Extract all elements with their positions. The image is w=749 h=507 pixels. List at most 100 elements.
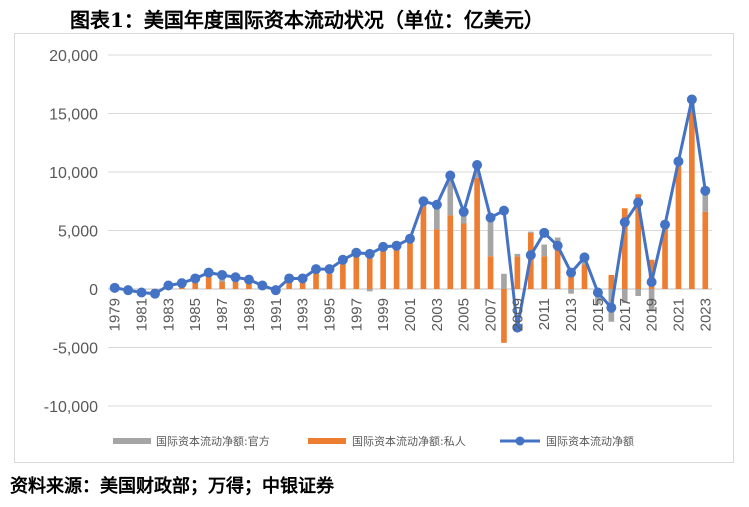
legend-label-official: 国际资本流动净额:官方 bbox=[156, 434, 270, 448]
net-flow-point bbox=[418, 196, 429, 207]
net-flow-point bbox=[660, 219, 671, 230]
y-tick-label: 0 bbox=[89, 282, 98, 299]
x-tick-label: 2001 bbox=[402, 298, 419, 331]
bar-private bbox=[541, 256, 548, 289]
bar-private bbox=[514, 256, 521, 289]
net-flow-point bbox=[579, 252, 590, 263]
net-flow-point bbox=[257, 280, 268, 291]
net-flow-point bbox=[378, 241, 389, 252]
bar-official bbox=[460, 211, 467, 224]
x-tick-label: 1981 bbox=[134, 298, 151, 331]
net-flow-point bbox=[243, 274, 254, 285]
chart-frame bbox=[14, 33, 734, 463]
net-flow-point bbox=[284, 273, 295, 284]
bar-private bbox=[635, 194, 641, 289]
x-tick-label: 2013 bbox=[563, 298, 580, 331]
x-tick-label: 2019 bbox=[644, 298, 661, 331]
x-tick-label: 1995 bbox=[321, 298, 338, 331]
net-flow-point bbox=[136, 287, 147, 298]
bar-private bbox=[487, 256, 494, 289]
net-flow-point bbox=[498, 205, 509, 216]
bar-official bbox=[621, 289, 628, 304]
net-flow-line bbox=[109, 94, 711, 333]
y-tick-label: 10,000 bbox=[49, 165, 98, 182]
bar-private bbox=[581, 264, 588, 289]
net-flow-point bbox=[646, 276, 657, 287]
bar-private bbox=[340, 262, 346, 289]
bar-official bbox=[635, 289, 641, 297]
x-tick-label: 2021 bbox=[670, 298, 687, 331]
x-tick-label: 1987 bbox=[214, 298, 231, 331]
x-tick-label: 1983 bbox=[160, 298, 177, 331]
bar-private bbox=[299, 279, 306, 289]
net-flow-point bbox=[673, 156, 684, 167]
legend-label-net: 国际资本流动净额 bbox=[546, 434, 634, 448]
net-flow-point bbox=[176, 278, 187, 289]
net-flow-point bbox=[525, 250, 536, 261]
bar-private bbox=[219, 281, 225, 289]
bar-private bbox=[407, 239, 413, 289]
net-flow-point bbox=[619, 217, 630, 228]
legend-swatch-net-marker bbox=[515, 436, 525, 446]
x-tick-label: 1999 bbox=[375, 298, 392, 331]
net-flow-point bbox=[405, 233, 415, 244]
bar-private bbox=[702, 211, 709, 289]
net-flow-point bbox=[485, 212, 496, 223]
net-flow-point bbox=[686, 94, 697, 105]
net-flow-point bbox=[149, 288, 160, 299]
bar-private bbox=[474, 177, 480, 289]
legend-swatch-official bbox=[113, 438, 151, 444]
net-flow-point bbox=[203, 267, 214, 278]
bar-private bbox=[353, 256, 360, 289]
bar-private bbox=[460, 223, 467, 289]
net-flow-point bbox=[163, 280, 174, 291]
bar-private bbox=[662, 226, 668, 289]
net-flow-point bbox=[109, 282, 120, 293]
net-flow-point bbox=[431, 199, 442, 210]
net-flow-point bbox=[351, 247, 362, 258]
net-flow-point bbox=[337, 254, 348, 265]
y-tick-label: -10,000 bbox=[44, 399, 98, 416]
x-tick-labels: 1979 1981 1983 1985 1987 1989 1991 1993 1995 1997… bbox=[107, 298, 715, 331]
y-tick-label: 20,000 bbox=[49, 48, 98, 65]
y-tick-labels: 20,000 15,000 10,000 5,000 0 -5,000 -10,000 bbox=[44, 48, 98, 416]
net-flow-point bbox=[566, 267, 577, 278]
bar-private bbox=[675, 163, 682, 289]
net-flow-point bbox=[552, 240, 563, 251]
bar-official bbox=[648, 289, 655, 312]
x-tick-label: 1991 bbox=[268, 298, 285, 331]
bar-private bbox=[568, 267, 574, 289]
bar-official bbox=[434, 205, 440, 230]
net-flow-point bbox=[230, 272, 241, 283]
x-tick-label: 2023 bbox=[697, 298, 714, 331]
net-flow-point bbox=[297, 273, 308, 284]
gridlines bbox=[108, 54, 712, 407]
bar-private bbox=[447, 215, 454, 289]
legend-swatch-private bbox=[308, 438, 346, 444]
legend-label-private: 国际资本流动净额:私人 bbox=[352, 434, 466, 448]
net-flow-point bbox=[324, 264, 335, 275]
x-tick-label: 1997 bbox=[348, 298, 365, 331]
bar-official bbox=[366, 289, 373, 292]
net-flow-point bbox=[190, 273, 201, 284]
net-flow-point bbox=[391, 240, 402, 251]
net-flow-point bbox=[458, 206, 469, 217]
net-flow-point bbox=[217, 269, 228, 280]
net-flow-point bbox=[270, 285, 281, 296]
bar-private bbox=[192, 278, 199, 289]
net-flow-point bbox=[364, 248, 375, 259]
x-tick-label: 2017 bbox=[617, 298, 634, 331]
x-tick-label: 2009 bbox=[509, 298, 526, 331]
bar-private bbox=[313, 271, 319, 289]
net-flow-point bbox=[633, 197, 644, 208]
bar-official bbox=[702, 190, 709, 212]
net-flow-point bbox=[311, 264, 322, 275]
legend: 国际资本流动净额:官方 国际资本流动净额:私人 国际资本流动净额 bbox=[113, 434, 634, 448]
y-tick-label: -5,000 bbox=[53, 341, 98, 358]
bar-private bbox=[621, 208, 628, 289]
bar-private bbox=[689, 109, 695, 290]
net-flow-point bbox=[472, 159, 483, 170]
net-flow-point bbox=[445, 170, 456, 181]
bar-private bbox=[326, 273, 333, 289]
